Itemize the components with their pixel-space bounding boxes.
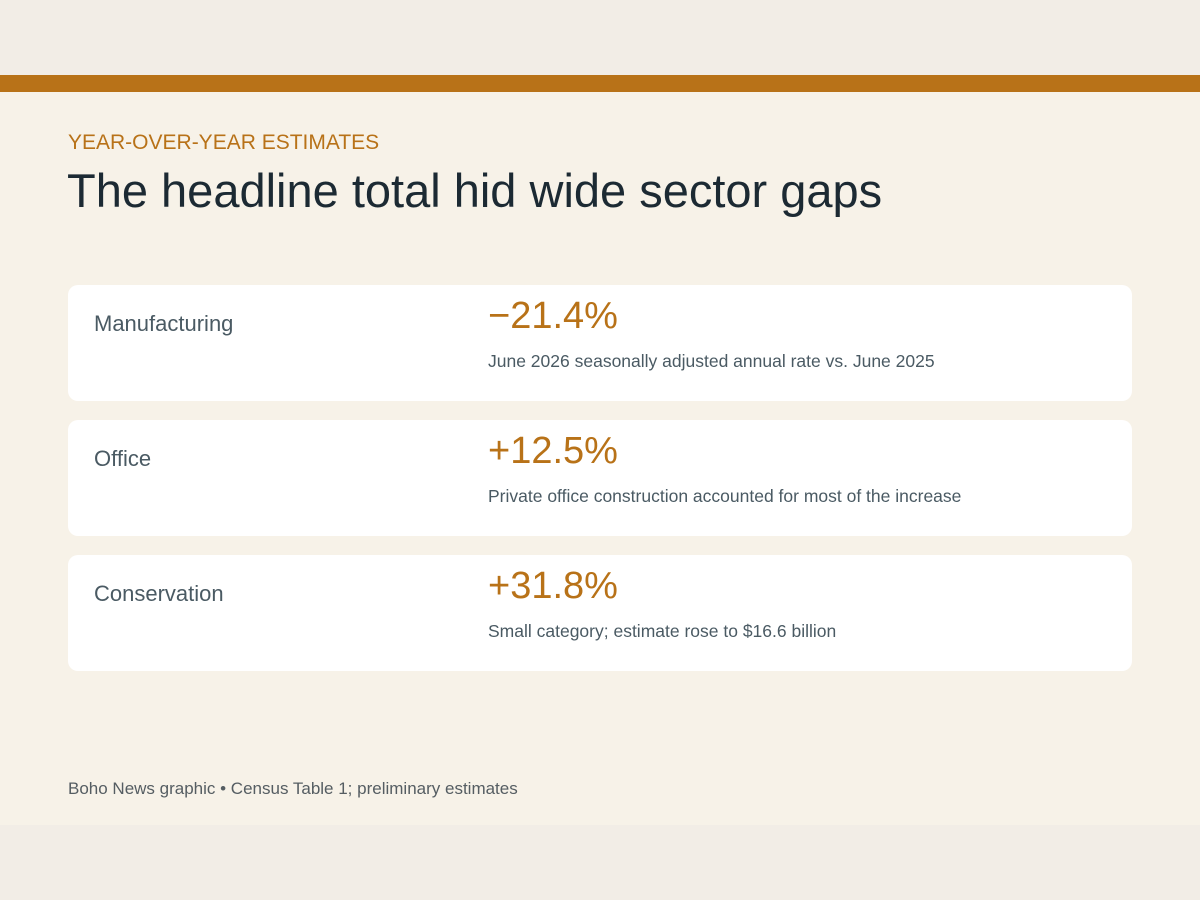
sector-label: Conservation (94, 581, 224, 606)
sector-change: −21.4% (488, 295, 618, 337)
sector-note: Small category; estimate rose to $16.6 b… (488, 621, 837, 641)
sector-label: Office (94, 446, 152, 471)
sector-label: Manufacturing (94, 311, 234, 336)
sector-row: Office +12.5% Private office construction … (68, 420, 1132, 536)
graphic-card: YEAR-OVER-YEAR ESTIMATES The headline to… (0, 75, 1200, 825)
sector-change: +31.8% (488, 565, 618, 607)
title: The headline total hid wide sector gaps (67, 164, 883, 217)
sector-list: Manufacturing −21.4% June 2026 seasonally … (68, 285, 1132, 690)
kicker: YEAR-OVER-YEAR ESTIMATES (68, 131, 380, 154)
sector-change: +12.5% (488, 430, 618, 472)
sector-note: Private office construction accounted fo… (488, 486, 962, 506)
sector-row: Conservation +31.8% Small category; estima… (68, 555, 1132, 671)
source-note: Boho News graphic • Census Table 1; prel… (68, 779, 518, 798)
sector-note: June 2026 seasonally adjusted annual rat… (488, 351, 935, 371)
sector-row: Manufacturing −21.4% June 2026 seasonally … (68, 285, 1132, 401)
accent-bar (0, 75, 1200, 92)
